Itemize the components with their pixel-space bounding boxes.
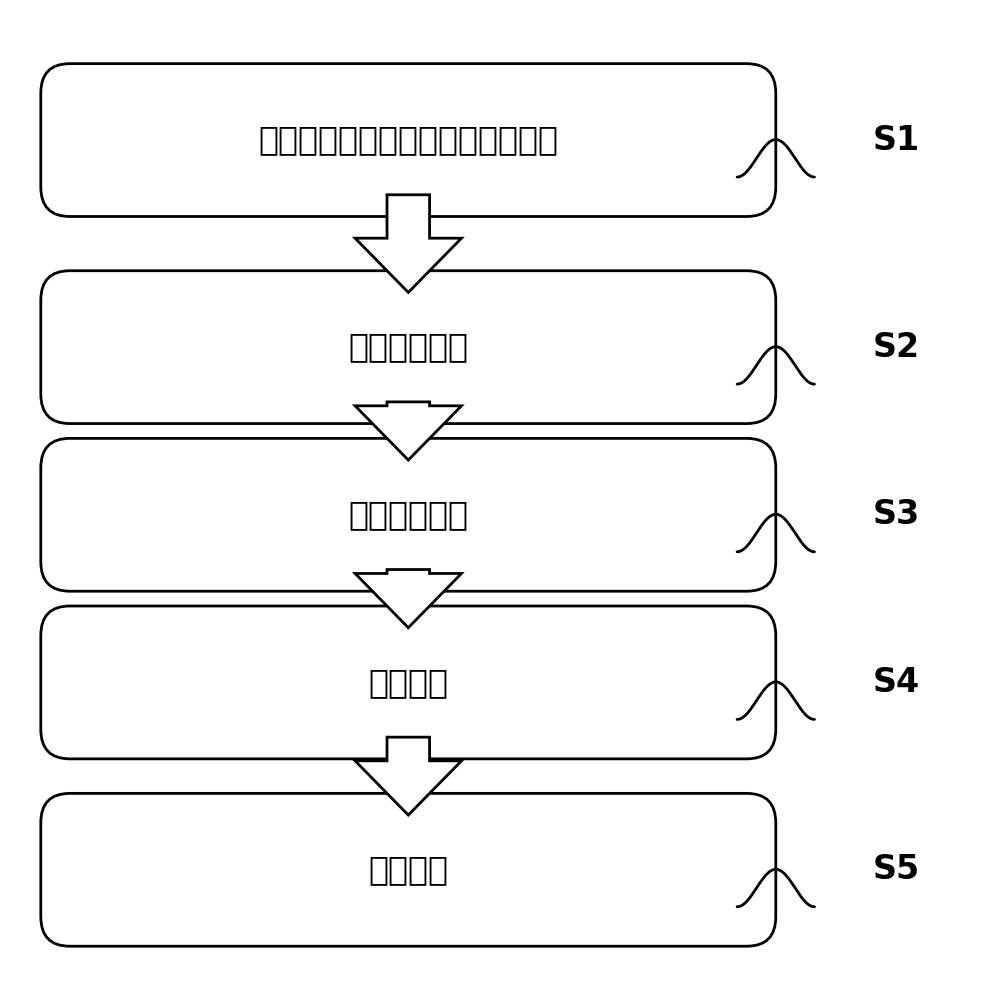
FancyBboxPatch shape xyxy=(41,606,776,759)
Text: 在模具内腔铺设形成叶片的结构层: 在模具内腔铺设形成叶片的结构层 xyxy=(258,124,558,157)
Polygon shape xyxy=(355,402,461,460)
FancyBboxPatch shape xyxy=(41,271,776,424)
Text: S1: S1 xyxy=(872,124,919,157)
FancyBboxPatch shape xyxy=(41,793,776,946)
Text: 真空注胶: 真空注胶 xyxy=(368,666,448,699)
Text: S3: S3 xyxy=(872,498,920,531)
Polygon shape xyxy=(355,195,461,292)
FancyBboxPatch shape xyxy=(41,64,776,216)
Polygon shape xyxy=(355,737,461,815)
Text: S2: S2 xyxy=(872,331,919,364)
Text: 布设导流体系: 布设导流体系 xyxy=(348,331,468,364)
Text: S5: S5 xyxy=(872,853,920,886)
Text: S4: S4 xyxy=(872,666,919,699)
Polygon shape xyxy=(355,570,461,628)
Text: 固化脱模: 固化脱模 xyxy=(368,853,448,886)
Text: 布设真空体系: 布设真空体系 xyxy=(348,498,468,531)
FancyBboxPatch shape xyxy=(41,438,776,591)
